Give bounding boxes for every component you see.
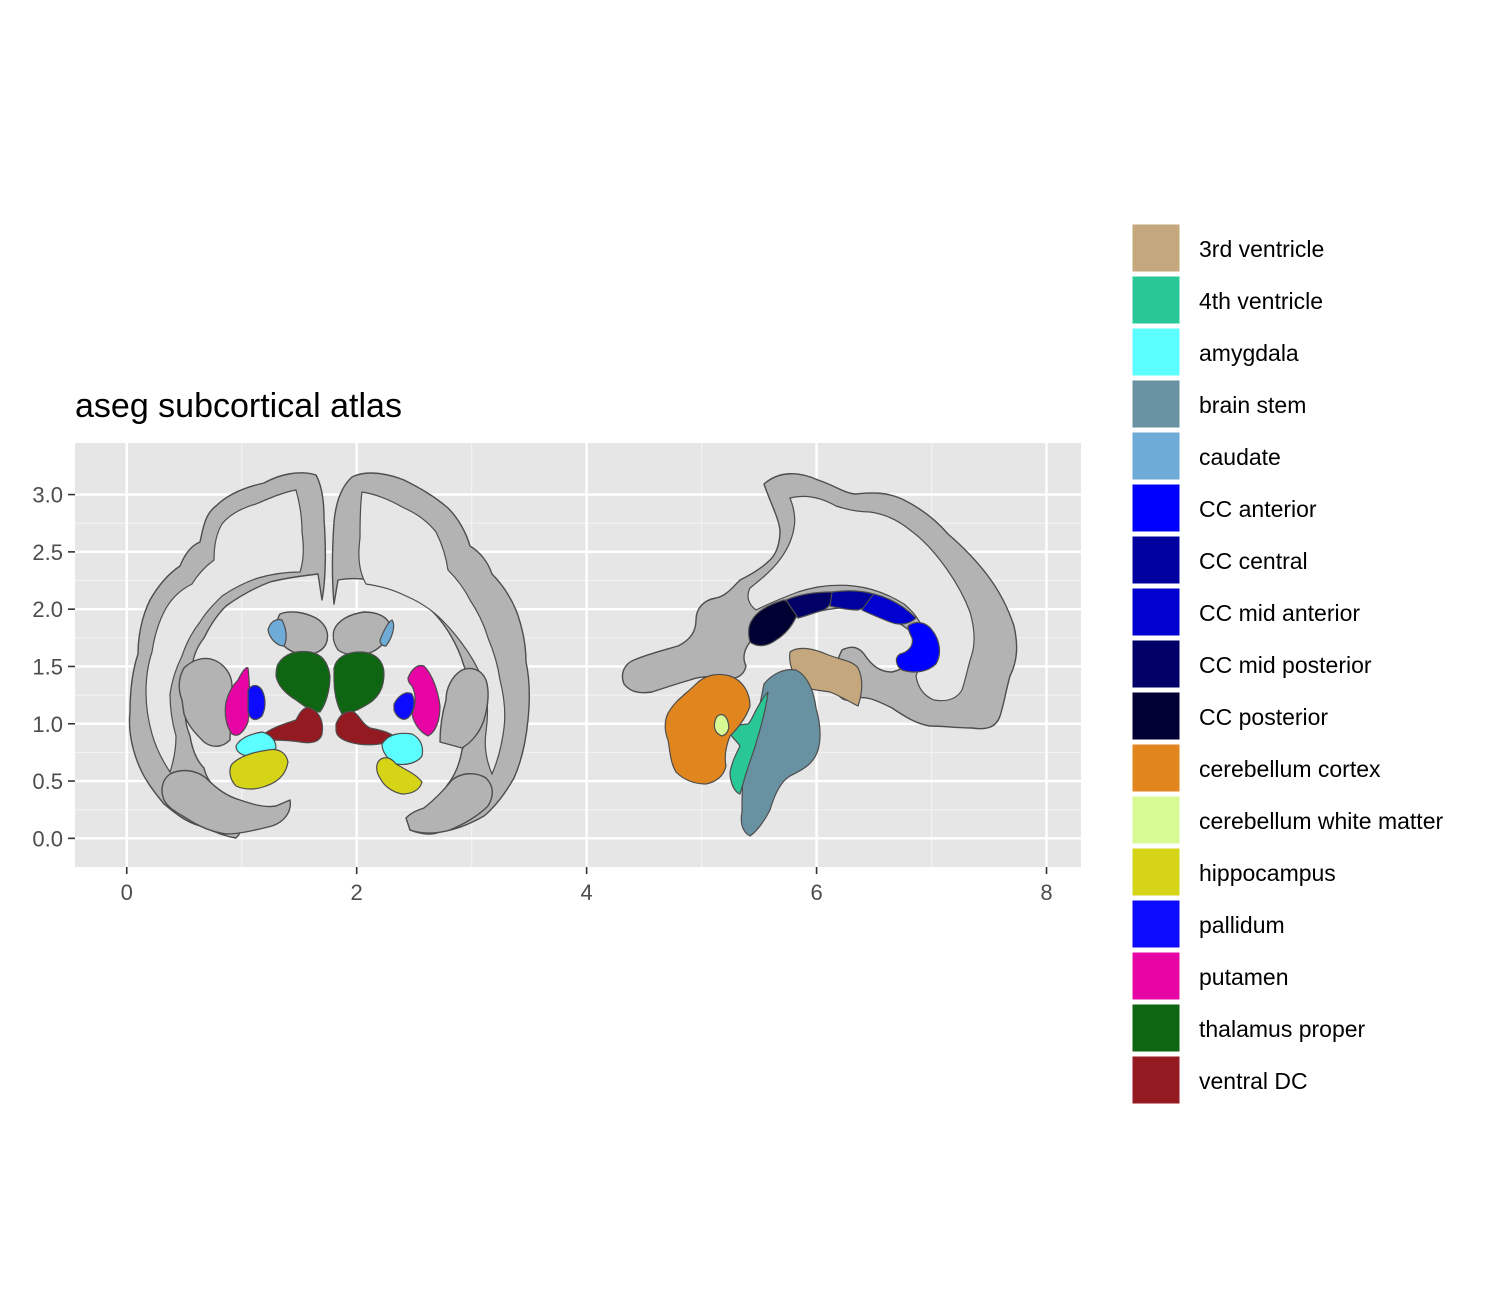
sagittal-cc-anterior [895, 621, 941, 673]
y-tick-label: 0.0 [32, 826, 63, 851]
legend-swatch [1131, 743, 1181, 793]
legend-swatch [1131, 431, 1181, 481]
y-tick-label: 2.0 [32, 597, 63, 622]
coronal-right-ventral-dc [335, 710, 397, 746]
coronal-left-temporal-lobe [161, 769, 291, 835]
coronal-right-putamen [407, 664, 441, 737]
legend-swatch [1131, 223, 1181, 273]
legend-swatch [1131, 483, 1181, 533]
legend-label: caudate [1199, 444, 1281, 470]
x-tick-label: 6 [810, 880, 822, 905]
y-tick-label: 2.5 [32, 540, 63, 565]
legend-label: ventral DC [1199, 1068, 1308, 1094]
x-tick-label: 2 [351, 880, 363, 905]
coronal-left-putamen [224, 667, 251, 736]
legend-label: CC anterior [1199, 496, 1317, 522]
legend-swatch [1131, 899, 1181, 949]
legend-swatch [1131, 587, 1181, 637]
x-tick-label: 8 [1040, 880, 1052, 905]
coronal-slice [128, 472, 531, 839]
legend-swatch [1131, 847, 1181, 897]
coronal-left-caudate [267, 618, 287, 647]
coronal-left-ventral-dc [261, 707, 324, 744]
coronal-right-hippocampus [376, 757, 423, 795]
legend-swatch [1131, 795, 1181, 845]
sagittal-white-matter [747, 495, 975, 702]
legend-label: 4th ventricle [1199, 288, 1323, 314]
y-tick-label: 1.0 [32, 712, 63, 737]
legend-swatch [1131, 1003, 1181, 1053]
legend-label: hippocampus [1199, 860, 1336, 886]
coronal-left-inner-cortex [178, 657, 233, 747]
coronal-left-hippocampus [229, 748, 289, 790]
legend-swatch [1131, 275, 1181, 325]
coronal-right-temporal-lobe [405, 773, 493, 834]
legend-label: amygdala [1199, 340, 1299, 366]
x-axis: 0 2 4 6 8 [121, 867, 1053, 905]
coronal-right-pallidum [393, 692, 415, 720]
legend: 3rd ventricle 4th ventricle amygdala brain … [1131, 223, 1443, 1105]
coronal-left-white-matter [145, 489, 304, 774]
coronal-right-caudate [379, 619, 395, 647]
legend-label: CC mid posterior [1199, 652, 1372, 678]
y-tick-label: 3.0 [32, 483, 63, 508]
sagittal-cc-mid-anterior [861, 593, 917, 625]
legend-label: CC mid anterior [1199, 600, 1360, 626]
sagittal-4th-ventricle [727, 691, 769, 795]
coronal-right-white-matter [358, 491, 506, 776]
legend-swatch [1131, 691, 1181, 741]
y-tick-label: 0.5 [32, 769, 63, 794]
legend-label: CC posterior [1199, 704, 1328, 730]
chart-title: aseg subcortical atlas [75, 387, 402, 425]
coronal-left-thalamus [275, 650, 331, 713]
coronal-left-pallidum [247, 684, 266, 721]
legend-label: putamen [1199, 964, 1289, 990]
x-tick-label: 0 [121, 880, 133, 905]
legend-swatch [1131, 379, 1181, 429]
legend-label: 3rd ventricle [1199, 236, 1324, 262]
legend-swatch [1131, 639, 1181, 689]
x-tick-label: 4 [580, 880, 592, 905]
legend-swatch [1131, 327, 1181, 377]
sagittal-cc-mid-posterior [785, 591, 834, 619]
legend-label: CC central [1199, 548, 1308, 574]
legend-swatch [1131, 535, 1181, 585]
y-tick-label: 1.5 [32, 654, 63, 679]
legend-swatch [1131, 1055, 1181, 1105]
sagittal-cc-posterior [748, 599, 799, 647]
legend-label: pallidum [1199, 912, 1285, 938]
sagittal-cerebellum-white-matter [713, 713, 730, 737]
y-axis: 0.0 0.5 1.0 1.5 2.0 2.5 3.0 [32, 483, 75, 851]
sagittal-slice [621, 473, 1018, 837]
coronal-right-inner-cortex [439, 667, 489, 749]
legend-label: cerebellum cortex [1199, 756, 1381, 782]
legend-label: brain stem [1199, 392, 1306, 418]
legend-swatch [1131, 951, 1181, 1001]
legend-label: cerebellum white matter [1199, 808, 1443, 834]
legend-label: thalamus proper [1199, 1016, 1366, 1042]
sagittal-cerebellum-cortex [664, 673, 751, 785]
coronal-right-thalamus [333, 651, 385, 715]
